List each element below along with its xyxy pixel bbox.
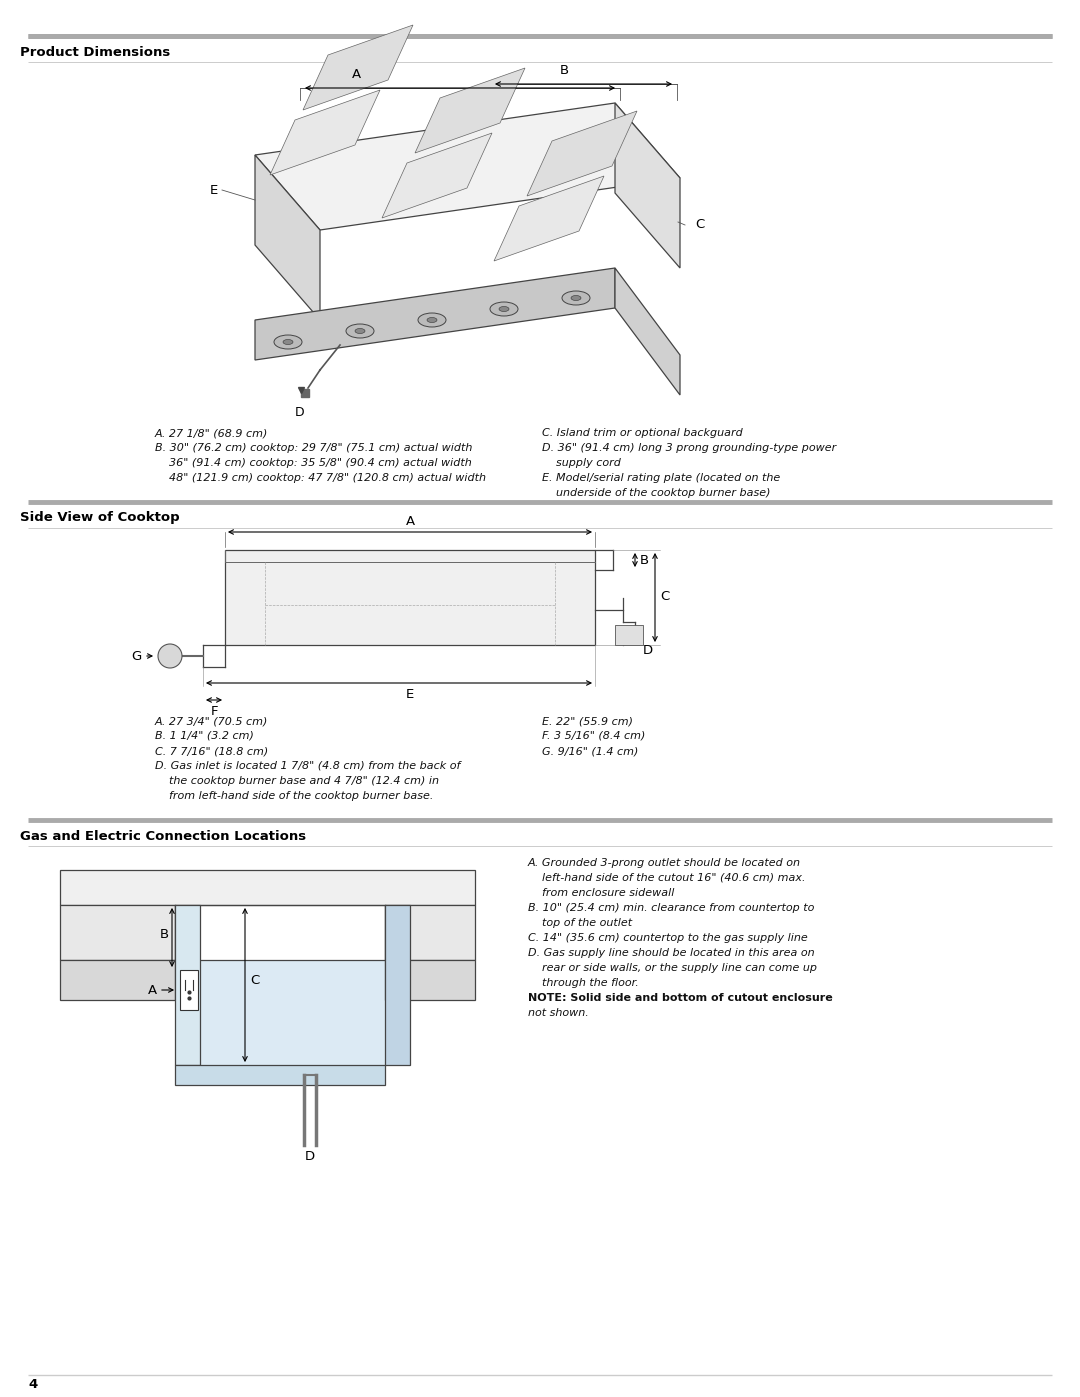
Ellipse shape xyxy=(418,313,446,327)
Ellipse shape xyxy=(274,335,302,349)
Polygon shape xyxy=(200,960,384,1065)
Polygon shape xyxy=(60,960,175,1000)
Text: B. 1 1/4" (3.2 cm): B. 1 1/4" (3.2 cm) xyxy=(156,731,254,740)
Polygon shape xyxy=(270,89,380,175)
Polygon shape xyxy=(615,103,680,268)
Text: C: C xyxy=(249,974,259,986)
Text: A. 27 1/8" (68.9 cm): A. 27 1/8" (68.9 cm) xyxy=(156,427,268,439)
Text: D. 36" (91.4 cm) long 3 prong grounding-type power: D. 36" (91.4 cm) long 3 prong grounding-… xyxy=(542,443,836,453)
Text: from left-hand side of the cooktop burner base.: from left-hand side of the cooktop burne… xyxy=(156,791,433,800)
Text: E. Model/serial rating plate (located on the: E. Model/serial rating plate (located on… xyxy=(542,474,780,483)
Text: D: D xyxy=(643,644,653,657)
Text: A. Grounded 3-prong outlet should be located on: A. Grounded 3-prong outlet should be loc… xyxy=(528,858,801,868)
Ellipse shape xyxy=(499,306,509,312)
Text: F. 3 5/16" (8.4 cm): F. 3 5/16" (8.4 cm) xyxy=(542,731,646,740)
Text: B: B xyxy=(160,929,168,942)
Text: not shown.: not shown. xyxy=(528,1009,589,1018)
Text: C: C xyxy=(660,591,670,604)
Polygon shape xyxy=(303,25,413,110)
Polygon shape xyxy=(255,268,615,360)
Text: B. 10" (25.4 cm) min. clearance from countertop to: B. 10" (25.4 cm) min. clearance from cou… xyxy=(528,902,814,914)
Ellipse shape xyxy=(571,296,581,300)
Text: left-hand side of the cutout 16" (40.6 cm) max.: left-hand side of the cutout 16" (40.6 c… xyxy=(528,873,806,883)
Polygon shape xyxy=(415,68,525,154)
Polygon shape xyxy=(384,960,475,1000)
Text: C. 14" (35.6 cm) countertop to the gas supply line: C. 14" (35.6 cm) countertop to the gas s… xyxy=(528,933,808,943)
Text: through the floor.: through the floor. xyxy=(528,978,638,988)
Text: A: A xyxy=(148,983,157,996)
Text: Side View of Cooktop: Side View of Cooktop xyxy=(21,511,179,524)
Text: E. 22" (55.9 cm): E. 22" (55.9 cm) xyxy=(542,717,633,726)
Bar xyxy=(180,970,198,1010)
Polygon shape xyxy=(60,905,175,960)
Text: 36" (91.4 cm) cooktop: 35 5/8" (90.4 cm) actual width: 36" (91.4 cm) cooktop: 35 5/8" (90.4 cm)… xyxy=(156,458,472,468)
Ellipse shape xyxy=(562,291,590,305)
Text: underside of the cooktop burner base): underside of the cooktop burner base) xyxy=(542,488,770,497)
Text: G. 9/16" (1.4 cm): G. 9/16" (1.4 cm) xyxy=(542,746,638,756)
Ellipse shape xyxy=(355,328,365,334)
Text: B. 30" (76.2 cm) cooktop: 29 7/8" (75.1 cm) actual width: B. 30" (76.2 cm) cooktop: 29 7/8" (75.1 … xyxy=(156,443,472,453)
Text: D. Gas inlet is located 1 7/8" (4.8 cm) from the back of: D. Gas inlet is located 1 7/8" (4.8 cm) … xyxy=(156,761,460,771)
Polygon shape xyxy=(494,176,604,261)
Polygon shape xyxy=(382,133,492,218)
Text: A. 27 3/4" (70.5 cm): A. 27 3/4" (70.5 cm) xyxy=(156,717,268,726)
Text: C. 7 7/16" (18.8 cm): C. 7 7/16" (18.8 cm) xyxy=(156,746,268,756)
Polygon shape xyxy=(175,1065,384,1085)
Ellipse shape xyxy=(427,317,437,323)
Text: from enclosure sidewall: from enclosure sidewall xyxy=(528,888,674,898)
Text: 4: 4 xyxy=(28,1379,37,1391)
Text: supply cord: supply cord xyxy=(542,458,621,468)
Bar xyxy=(615,624,643,645)
Text: the cooktop burner base and 4 7/8" (12.4 cm) in: the cooktop burner base and 4 7/8" (12.4… xyxy=(156,775,438,787)
Bar xyxy=(225,550,595,645)
Text: rear or side walls, or the supply line can come up: rear or side walls, or the supply line c… xyxy=(528,963,816,972)
Text: D: D xyxy=(295,407,305,419)
Polygon shape xyxy=(175,905,200,1065)
Ellipse shape xyxy=(346,324,374,338)
Text: D. Gas supply line should be located in this area on: D. Gas supply line should be located in … xyxy=(528,949,814,958)
Text: C: C xyxy=(696,218,704,232)
Text: E: E xyxy=(406,687,414,701)
Polygon shape xyxy=(527,110,637,196)
Text: top of the outlet: top of the outlet xyxy=(528,918,632,928)
Polygon shape xyxy=(615,268,680,395)
Polygon shape xyxy=(384,905,475,960)
Text: A: A xyxy=(405,515,415,528)
Circle shape xyxy=(158,644,183,668)
Text: Product Dimensions: Product Dimensions xyxy=(21,46,171,59)
Text: C. Island trim or optional backguard: C. Island trim or optional backguard xyxy=(542,427,743,439)
Ellipse shape xyxy=(490,302,518,316)
Ellipse shape xyxy=(283,339,293,345)
Polygon shape xyxy=(255,103,680,231)
Text: NOTE: Solid side and bottom of cutout enclosure: NOTE: Solid side and bottom of cutout en… xyxy=(528,993,833,1003)
Text: Gas and Electric Connection Locations: Gas and Electric Connection Locations xyxy=(21,830,306,842)
Text: 48" (121.9 cm) cooktop: 47 7/8" (120.8 cm) actual width: 48" (121.9 cm) cooktop: 47 7/8" (120.8 c… xyxy=(156,474,486,483)
Text: A: A xyxy=(352,68,361,81)
Text: D: D xyxy=(305,1150,315,1162)
Text: E: E xyxy=(210,183,218,197)
Text: G: G xyxy=(132,650,141,662)
Polygon shape xyxy=(384,905,410,1065)
Text: F: F xyxy=(211,705,218,718)
Text: B: B xyxy=(561,64,569,77)
Text: B: B xyxy=(640,553,649,567)
Polygon shape xyxy=(60,870,475,905)
Polygon shape xyxy=(255,155,320,320)
